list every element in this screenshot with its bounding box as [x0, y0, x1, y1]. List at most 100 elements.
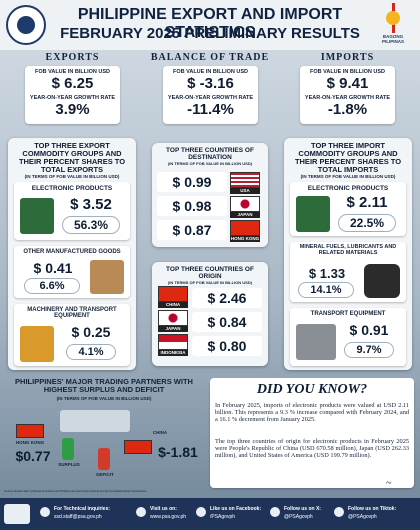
inquiries-label: For Technical inquiries: [54, 506, 111, 512]
top-exports-unit: (IN TERMS OF FOB VALUE IN BILLION USD) [24, 174, 120, 179]
source-note: Sources of basic data: (1) Bureau of Cus… [4, 490, 148, 493]
bagong-pilipinas-logo: BAGONG PILIPINAS [372, 3, 414, 44]
facebook-icon [196, 507, 206, 517]
x-link[interactable]: @PSAgovph [284, 514, 313, 520]
page-subtitle: FEBRUARY 2025 PRELIMINARY RESULTS [60, 25, 360, 42]
china-flag-icon [158, 286, 188, 302]
ship-icon [60, 410, 130, 432]
top-imports-unit: (IN TERMS OF FOB VALUE IN BILLION USD) [300, 174, 396, 179]
page-title: PHILIPPINE EXPORT AND IMPORT STATISTICS [77, 6, 343, 41]
import-item-2: MINERAL FUELS, LUBRICANTS AND RELATED MA… [290, 242, 406, 302]
import-item-value: $ 0.91 [349, 322, 389, 338]
export-item-2: OTHER MANUFACTURED GOODS $ 0.41 6.6% [14, 246, 130, 298]
top-imports-title: TOP THREE IMPORT COMMODITY GROUPS AND TH… [294, 141, 402, 174]
tiktok-icon [334, 507, 344, 517]
surplus-country: HONG KONG [15, 440, 45, 445]
export-item-share: 4.1% [66, 344, 116, 360]
surplus-value: $0.77 [15, 448, 51, 464]
import-item-share: 22.5% [338, 214, 396, 232]
export-item-share: 56.3% [62, 216, 120, 234]
exports-fob-label: FOB VALUE IN BILLION USD [34, 69, 111, 75]
balance-fob-label: FOB VALUE IN BILLION USD [172, 69, 249, 75]
indonesia-flag-icon [158, 334, 188, 350]
inquiries-email[interactable]: ssd.staff@psa.gov.ph [54, 514, 102, 520]
import-item-3: TRANSPORT EQUIPMENT $ 0.91 9.7% [290, 308, 406, 366]
origin-country: JAPAN [158, 326, 188, 332]
china-flag-icon [124, 440, 152, 454]
origin-country: INDONESIA [158, 350, 188, 356]
facebook-label: Like us on Facebook: [210, 506, 262, 512]
origin-value: $ 0.84 [192, 312, 262, 332]
destination-country: USA [230, 188, 260, 194]
export-item-name: OTHER MANUFACTURED GOODS [23, 249, 121, 255]
did-you-know-title: DID YOU KNOW? [256, 382, 368, 397]
circuit-board-icon [20, 198, 54, 234]
destination-value: $ 0.87 [157, 220, 227, 240]
import-item-share: 9.7% [344, 342, 394, 358]
x-icon [270, 507, 280, 517]
import-item-name: MINERAL FUELS, LUBRICANTS AND RELATED MA… [299, 244, 397, 256]
imports-title: IMPORTS [320, 52, 375, 63]
facebook-link[interactable]: /PSAgovph [210, 514, 236, 520]
header-banner: PHILIPPINE EXPORT AND IMPORT STATISTICS … [0, 0, 420, 50]
partners-title: PHILIPPINES' MAJOR TRADING PARTNERS WITH… [15, 377, 193, 394]
import-item-value: $ 2.11 [346, 194, 388, 211]
sun-icon [378, 3, 408, 33]
crane-truck-icon [20, 326, 54, 362]
imports-fob-value: $ 9.41 [326, 75, 369, 92]
mail-icon [40, 507, 50, 517]
web-label: Visit us on: [150, 506, 177, 512]
signature-icon: ~ [386, 478, 392, 489]
top-origins-unit: (IN TERMS OF FOB VALUE IN BILLION USD) [167, 280, 253, 285]
destination-value: $ 0.99 [157, 172, 227, 192]
partners-unit: (IN TERMS OF FOB VALUE IN BILLION USD) [56, 396, 152, 401]
imports-fob-label: FOB VALUE IN BILLION USD [309, 69, 386, 75]
import-item-name: TRANSPORT EQUIPMENT [310, 311, 386, 317]
footer: For Technical inquiries: ssd.staff@psa.g… [0, 498, 420, 530]
deficit-country: CHINA [152, 430, 168, 435]
usa-flag-icon [230, 172, 260, 188]
export-item-value: $ 0.41 [33, 260, 73, 276]
certification-badge-icon [4, 504, 30, 524]
web-link[interactable]: www.psa.gov.ph [150, 514, 187, 520]
export-item-share: 6.6% [24, 278, 80, 294]
hong-kong-flag-icon [16, 424, 44, 438]
destination-country: JAPAN [230, 212, 260, 218]
export-item-value: $ 0.25 [71, 324, 111, 340]
top-origins-title: TOP THREE COUNTRIES OF ORIGIN [166, 266, 254, 280]
deficit-value: $-1.81 [158, 444, 198, 460]
pickup-truck-icon [296, 324, 336, 360]
export-item-1: ELECTRONIC PRODUCTS $ 3.52 56.3% [14, 182, 130, 240]
oil-barrels-icon [364, 264, 400, 298]
did-you-know-p2: The top three countries of origin for el… [215, 438, 409, 459]
origin-value: $ 2.46 [192, 288, 262, 308]
circuit-board-icon [296, 196, 330, 232]
import-item-share: 14.1% [298, 282, 354, 298]
import-item-value: $ 1.33 [308, 266, 346, 281]
origin-value: $ 0.80 [192, 336, 262, 356]
tiktok-link[interactable]: @PSAgovph [348, 514, 377, 520]
imports-growth-label: YEAR-ON-YEAR GROWTH RATE [304, 95, 391, 101]
balance-growth-label: YEAR-ON-YEAR GROWTH RATE [167, 95, 254, 101]
import-item-name: ELECTRONIC PRODUCTS [307, 185, 389, 192]
balance-growth-value: -11.4% [187, 101, 234, 118]
balance-fob-value: $ -3.16 [187, 75, 234, 92]
export-item-value: $ 3.52 [70, 196, 112, 213]
origin-country: CHINA [158, 302, 188, 308]
exports-fob-value: $ 6.25 [51, 75, 94, 92]
x-label: Follow us on X: [284, 506, 321, 512]
balance-title: BALANCE OF TRADE [150, 52, 270, 63]
top-exports-title: TOP THREE EXPORT COMMODITY GROUPS AND TH… [18, 141, 126, 174]
export-item-name: ELECTRONIC PRODUCTS [31, 185, 113, 192]
globe-icon [136, 507, 146, 517]
balance-card: FOB VALUE IN BILLION USD $ -3.16 YEAR-ON… [163, 66, 258, 124]
import-item-1: ELECTRONIC PRODUCTS $ 2.11 22.5% [290, 182, 406, 236]
export-item-name: MACHINERY AND TRANSPORT EQUIPMENT [27, 307, 117, 319]
japan-flag-icon [230, 196, 260, 212]
deficit-bar [98, 448, 110, 470]
destination-country: HONG KONG [230, 236, 260, 242]
bagong-pilipinas-label: BAGONG PILIPINAS [381, 34, 404, 44]
hong-kong-flag-icon [230, 220, 260, 236]
top-destinations-title: TOP THREE COUNTRIES OF DESTINATION [166, 147, 254, 161]
